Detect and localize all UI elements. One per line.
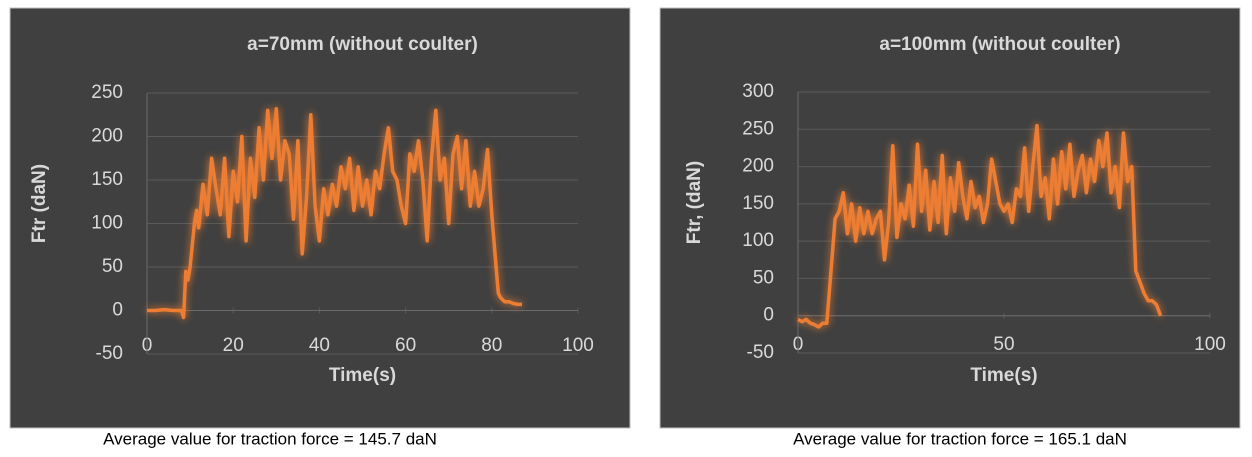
- caption: Average value for traction force = 165.1…: [793, 429, 1127, 448]
- x-axis-label: Time(s): [329, 365, 396, 386]
- y-tick-label: 0: [112, 300, 123, 321]
- caption: Average value for traction force = 145.7…: [103, 429, 437, 448]
- y-tick-label: 150: [742, 193, 774, 214]
- y-tick-label: 200: [742, 156, 774, 177]
- x-tick-label: 50: [993, 334, 1014, 355]
- chart-title: a=100mm (without coulter): [879, 34, 1120, 55]
- x-tick-label: 20: [223, 335, 244, 356]
- y-tick-label: 50: [753, 267, 774, 288]
- y-tick-label: 100: [742, 230, 774, 251]
- y-axis-label: Ftr (daN): [29, 164, 50, 243]
- y-tick-label: 50: [102, 256, 123, 277]
- x-axis-label: Time(s): [970, 365, 1037, 386]
- y-tick-label: 250: [91, 82, 123, 103]
- chart-panel: [659, 7, 1241, 429]
- chart: a=70mm (without coulter) -50 0 50 100 150 200 2…: [9, 7, 631, 429]
- x-tick-label: 40: [309, 335, 330, 356]
- x-tick-label: 80: [481, 335, 502, 356]
- x-tick-label: 60: [395, 335, 416, 356]
- data-line: [797, 123, 1163, 329]
- y-tick-label: 250: [742, 118, 774, 139]
- x-tick-label: 100: [1194, 334, 1226, 355]
- y-tick-label: -50: [747, 342, 774, 363]
- y-tick-label: -50: [96, 343, 123, 364]
- x-tick-label: 100: [562, 335, 594, 356]
- data-line: [147, 106, 522, 320]
- y-tick-label: 300: [742, 81, 774, 102]
- y-tick-label: 0: [763, 305, 774, 326]
- chart-title: a=70mm (without coulter): [247, 34, 478, 55]
- y-tick-label: 150: [91, 169, 123, 190]
- chart: a=100mm (without coulter) -50 0 50 100 150 200…: [659, 7, 1241, 429]
- y-axis-label: Ftr, (daN): [684, 161, 705, 244]
- y-tick-label: 200: [91, 126, 123, 147]
- y-tick-label: 100: [91, 213, 123, 234]
